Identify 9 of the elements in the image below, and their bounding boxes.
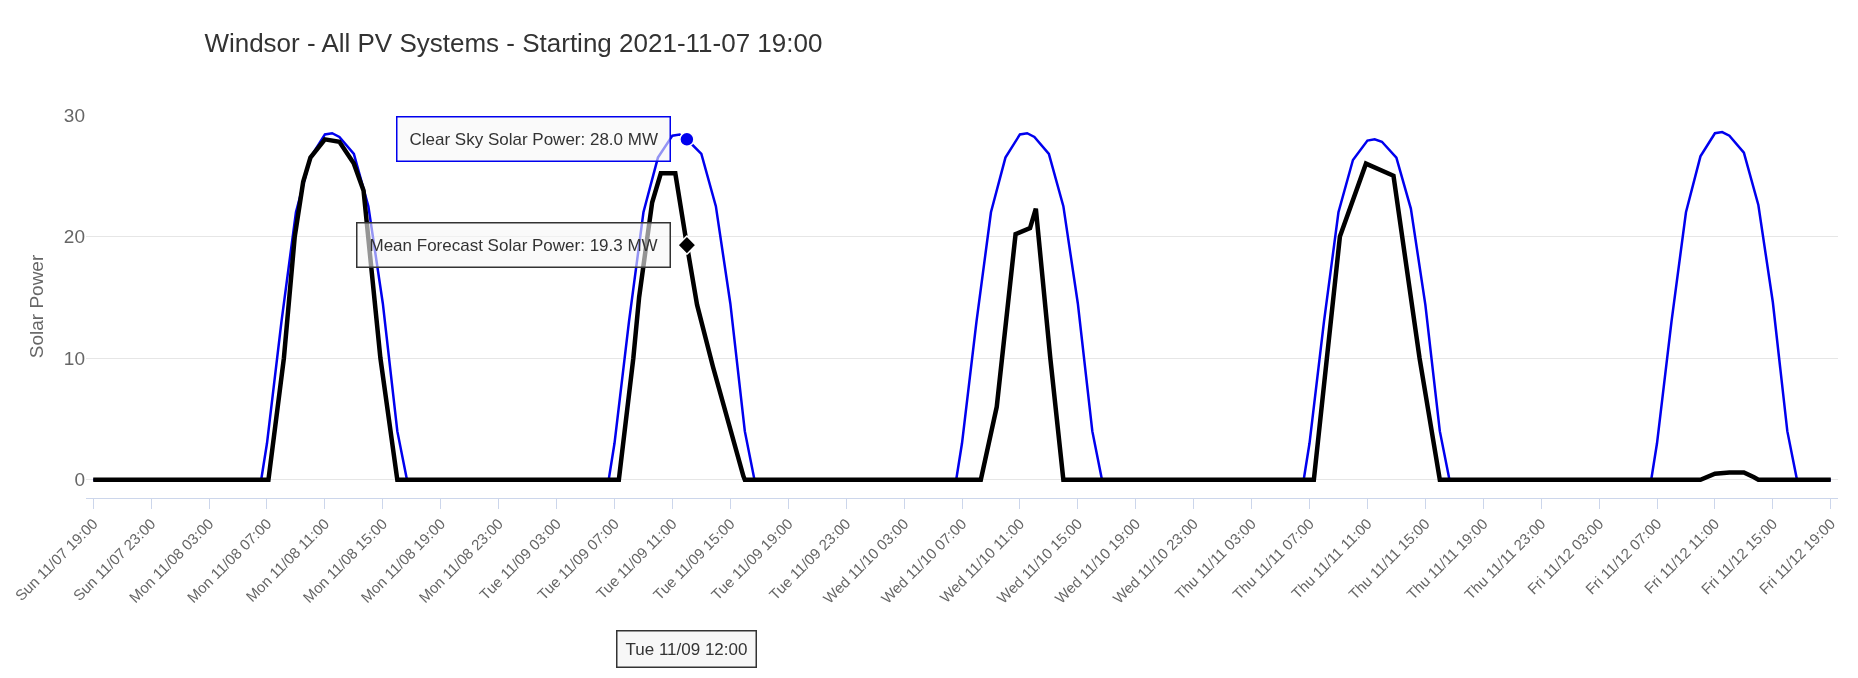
y-tick-label: 10 [63,347,85,369]
y-tick-label: 20 [63,226,85,248]
y-tick-label: 0 [74,469,85,491]
annotation: Mean Forecast Solar Power: 19.3 MW [369,235,658,255]
y-axis-title: Solar Power [25,254,47,359]
y-tick-label: 30 [63,104,85,126]
chart-title: Windsor - All PV Systems - Starting 2021-11-07 19:00 [204,28,823,59]
text: Tue 11/09 12:00 [625,639,748,659]
annotation: Clear Sky Solar Power: 28.0 MW [409,129,658,149]
